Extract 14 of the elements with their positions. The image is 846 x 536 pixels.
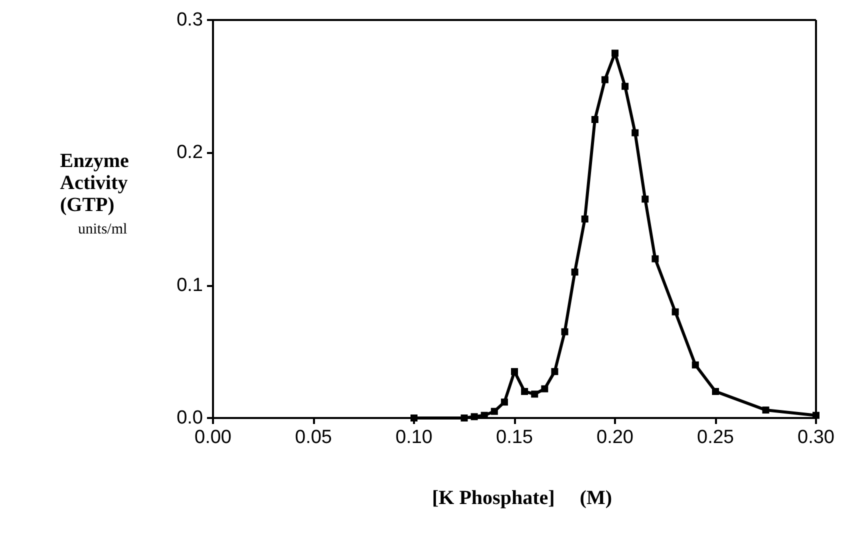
x-tick-label: 0.20 [596, 427, 634, 448]
x-axis-title: [K Phosphate] (M) [432, 487, 612, 509]
x-tick-label: 0.15 [496, 427, 533, 448]
x-tick-label: 0.00 [194, 427, 232, 448]
x-tick-label: 0.25 [697, 427, 734, 448]
y-tick-label: 0.0 [176, 408, 203, 428]
y-tick-label: 0.3 [176, 10, 203, 30]
x-tick-label: 0.10 [396, 427, 432, 448]
text: units/ml [78, 222, 128, 238]
y-tick-label: 0.1 [176, 274, 203, 296]
x-tick-label: 0.05 [295, 427, 332, 448]
x-tick-label: 0.30 [798, 427, 834, 448]
y-tick-label: 0.2 [176, 142, 203, 164]
y-axis-title: Enzyme Activity (GTP) [60, 150, 134, 216]
